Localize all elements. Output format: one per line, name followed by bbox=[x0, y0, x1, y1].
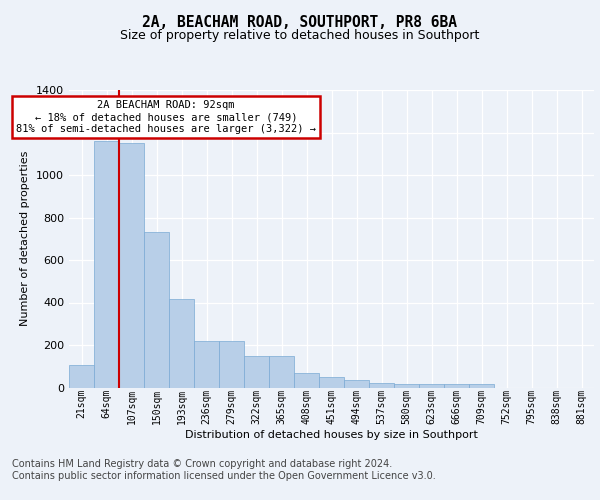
Bar bbox=[244, 356, 269, 388]
Bar bbox=[319, 377, 344, 388]
Bar bbox=[119, 143, 144, 388]
Bar bbox=[69, 365, 94, 388]
Bar bbox=[94, 142, 119, 388]
Text: Size of property relative to detached houses in Southport: Size of property relative to detached ho… bbox=[121, 30, 479, 43]
Text: Contains public sector information licensed under the Open Government Licence v3: Contains public sector information licen… bbox=[12, 471, 436, 481]
Text: Contains HM Land Registry data © Crown copyright and database right 2024.: Contains HM Land Registry data © Crown c… bbox=[12, 459, 392, 469]
Text: 2A, BEACHAM ROAD, SOUTHPORT, PR8 6BA: 2A, BEACHAM ROAD, SOUTHPORT, PR8 6BA bbox=[143, 15, 458, 30]
Bar bbox=[294, 373, 319, 388]
X-axis label: Distribution of detached houses by size in Southport: Distribution of detached houses by size … bbox=[185, 430, 478, 440]
Bar bbox=[219, 341, 244, 388]
Bar bbox=[369, 382, 394, 388]
Bar bbox=[194, 341, 219, 388]
Bar bbox=[144, 232, 169, 388]
Y-axis label: Number of detached properties: Number of detached properties bbox=[20, 151, 31, 326]
Bar bbox=[419, 384, 444, 388]
Bar bbox=[469, 384, 494, 388]
Bar bbox=[169, 298, 194, 388]
Bar bbox=[269, 356, 294, 388]
Bar bbox=[444, 384, 469, 388]
Bar bbox=[394, 384, 419, 388]
Bar bbox=[344, 380, 369, 388]
Text: 2A BEACHAM ROAD: 92sqm
← 18% of detached houses are smaller (749)
81% of semi-de: 2A BEACHAM ROAD: 92sqm ← 18% of detached… bbox=[16, 100, 316, 134]
